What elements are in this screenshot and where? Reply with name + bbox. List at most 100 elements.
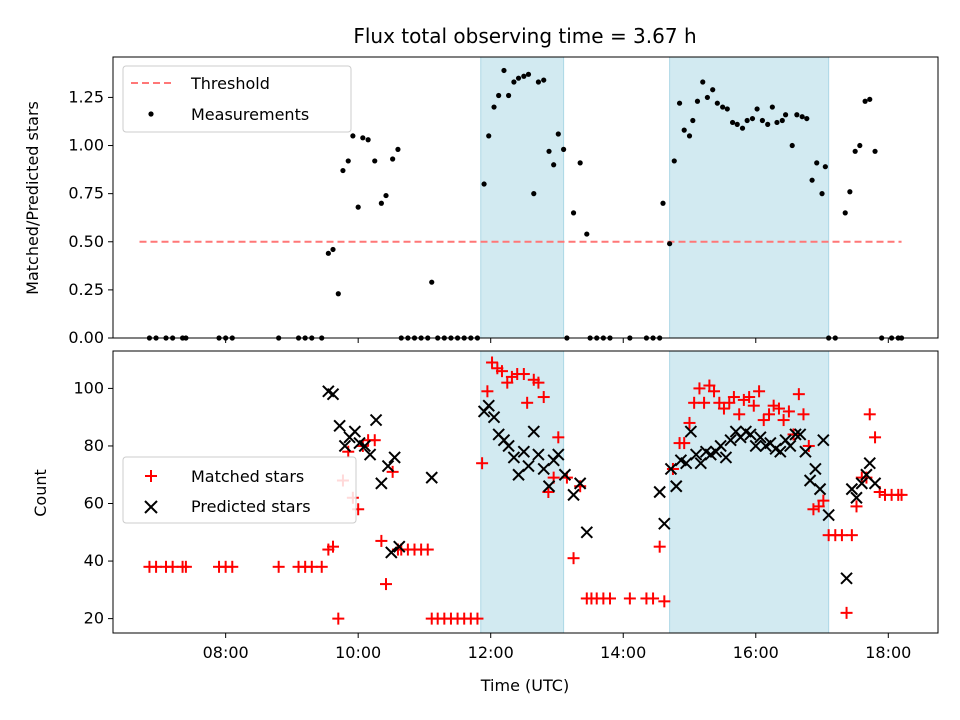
predicted-star-point bbox=[754, 431, 767, 444]
predicted-star-point bbox=[744, 428, 757, 441]
matched-star-point bbox=[315, 560, 328, 573]
top-shaded-ranges bbox=[480, 56, 830, 339]
measurement-point bbox=[700, 79, 706, 85]
measurement-point bbox=[372, 158, 378, 164]
top-legend: Threshold Measurements bbox=[122, 65, 352, 133]
matched-star-point bbox=[767, 399, 780, 412]
measurement-point bbox=[531, 191, 537, 197]
measurement-point bbox=[852, 148, 858, 154]
predicted-star-point bbox=[653, 485, 666, 499]
bottom-x-axis-label: Time (UTC) bbox=[480, 676, 569, 695]
measurement-point bbox=[546, 148, 552, 154]
predicted-star-point bbox=[517, 445, 531, 458]
matched-legend-swatch bbox=[145, 470, 157, 482]
measurement-point bbox=[720, 104, 726, 110]
top-y-tick-label: 0.00 bbox=[68, 328, 104, 347]
matched-star-point bbox=[272, 560, 285, 573]
matched-star-point bbox=[733, 408, 746, 421]
predicted-star-point bbox=[552, 448, 565, 461]
measurement-point bbox=[804, 115, 810, 122]
measurement-point bbox=[694, 98, 701, 104]
matched-star-point bbox=[817, 494, 830, 507]
matched-star-point bbox=[421, 543, 434, 556]
measurement-point bbox=[704, 94, 710, 101]
measurement-point bbox=[847, 189, 853, 195]
top-y-tick-label: 1.25 bbox=[68, 87, 104, 106]
predicted-star-point bbox=[369, 413, 383, 427]
matched-star-point bbox=[777, 414, 790, 427]
measurement-point bbox=[345, 158, 351, 164]
top-plot-frame bbox=[112, 56, 939, 339]
measurement-point bbox=[676, 100, 683, 106]
predicted-star-point bbox=[724, 433, 737, 447]
measurement-point bbox=[551, 162, 557, 168]
measurements-legend-swatch bbox=[148, 111, 154, 117]
measurements-legend-label: Measurements bbox=[191, 105, 309, 124]
bottom-y-axis: 20 40 60 80 100 bbox=[73, 378, 113, 628]
matched-star-point bbox=[342, 445, 355, 458]
top-shaded-range-1 bbox=[480, 56, 565, 339]
predicted-star-point bbox=[813, 482, 827, 496]
matched-star-point bbox=[850, 500, 863, 513]
measurement-point bbox=[496, 92, 502, 99]
measurement-point bbox=[525, 71, 532, 77]
measurement-point bbox=[809, 177, 815, 183]
top-legend-box bbox=[122, 65, 352, 133]
predicted-star-point bbox=[573, 477, 587, 490]
predicted-legend-swatch bbox=[144, 500, 158, 514]
predicted-star-point bbox=[694, 457, 707, 470]
predicted-star-point bbox=[774, 445, 787, 458]
predicted-star-point bbox=[542, 480, 556, 493]
measurement-point bbox=[779, 117, 785, 124]
measurement-point bbox=[481, 181, 487, 187]
predicted-star-point bbox=[363, 448, 377, 461]
measurement-point bbox=[749, 115, 756, 122]
predicted-star-point bbox=[487, 410, 501, 424]
predicted-star-point bbox=[338, 439, 352, 453]
measurement-point bbox=[561, 146, 567, 152]
measurement-point bbox=[577, 160, 583, 166]
matched-star-point bbox=[792, 388, 805, 401]
measurement-point bbox=[660, 200, 666, 206]
measurement-point bbox=[340, 167, 346, 174]
predicted-star-point bbox=[658, 517, 671, 530]
bottom-legend-box bbox=[122, 456, 357, 524]
matched-star-point bbox=[693, 382, 706, 395]
predicted-star-point bbox=[558, 468, 572, 481]
predicted-star-point bbox=[689, 448, 703, 461]
predicted-star-point bbox=[784, 439, 797, 453]
predicted-star-point bbox=[789, 428, 802, 441]
measurement-point bbox=[511, 79, 517, 85]
measurement-point bbox=[365, 137, 371, 143]
measurement-point bbox=[710, 87, 716, 93]
measurement-point bbox=[506, 92, 512, 99]
matched-star-point bbox=[658, 595, 671, 608]
measurement-point bbox=[671, 158, 677, 164]
bottom-x-tick-label: 10:00 bbox=[335, 643, 381, 662]
matched-star-point bbox=[782, 405, 795, 418]
predicted-star-point bbox=[799, 445, 812, 458]
predicted-star-point bbox=[507, 451, 521, 464]
matched-star-point bbox=[708, 385, 721, 398]
bottom-x-axis: 08:00 10:00 12:00 14:00 16:00 18:00 bbox=[203, 633, 911, 662]
measurement-point bbox=[681, 127, 687, 133]
bottom-x-tick-label: 14:00 bbox=[600, 643, 646, 662]
matched-star-point bbox=[603, 592, 616, 605]
matched-star-point bbox=[747, 399, 760, 412]
predicted-star-point bbox=[803, 474, 817, 487]
measurement-point bbox=[814, 160, 820, 166]
matched-star-point bbox=[802, 439, 815, 452]
predicted-star-point bbox=[793, 428, 807, 441]
top-y-tick-label: 0.50 bbox=[68, 232, 104, 251]
measurement-point bbox=[819, 191, 825, 197]
matched-star-point bbox=[727, 391, 740, 404]
matched-star-point bbox=[683, 416, 696, 429]
measurement-point bbox=[794, 112, 800, 118]
predicted-star-point bbox=[863, 457, 876, 470]
bottom-y-tick-label: 80 bbox=[84, 436, 104, 455]
measurement-point bbox=[335, 291, 341, 297]
measurement-point bbox=[491, 104, 497, 110]
bottom-x-tick-label: 12:00 bbox=[468, 643, 514, 662]
bottom-x-tick-label: 16:00 bbox=[733, 643, 779, 662]
predicted-star-point bbox=[670, 480, 683, 493]
